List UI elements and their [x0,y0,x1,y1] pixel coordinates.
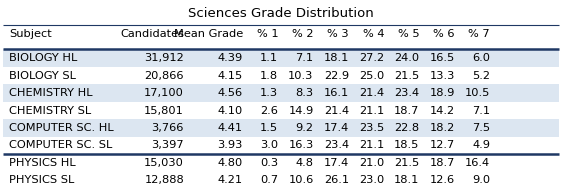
Text: Mean Grade: Mean Grade [174,29,243,39]
Text: 21.4: 21.4 [359,88,384,98]
Text: 18.1: 18.1 [324,53,349,63]
Text: 10.5: 10.5 [465,88,490,98]
Text: 26.1: 26.1 [324,175,349,185]
Text: 21.1: 21.1 [359,140,384,151]
Text: BIOLOGY HL: BIOLOGY HL [9,53,78,63]
Text: Candidates: Candidates [120,29,184,39]
Text: 15,801: 15,801 [144,105,184,116]
Text: % 2: % 2 [292,29,314,39]
Text: 3.93: 3.93 [217,140,243,151]
Text: 4.15: 4.15 [217,71,243,81]
Text: 23.5: 23.5 [359,123,384,133]
Bar [3,102,559,119]
Text: 18.9: 18.9 [429,88,455,98]
Text: 9.2: 9.2 [296,123,314,133]
Text: 4.80: 4.80 [217,158,243,168]
Text: 4.56: 4.56 [217,88,243,98]
Text: % 4: % 4 [362,29,384,39]
Text: 4.39: 4.39 [217,53,243,63]
Text: 25.0: 25.0 [359,71,384,81]
Text: 18.1: 18.1 [394,175,419,185]
Text: 5.2: 5.2 [472,71,490,81]
Text: 21.1: 21.1 [359,105,384,116]
Bar [3,137,559,154]
Text: % 7: % 7 [469,29,490,39]
Text: 3,766: 3,766 [152,123,184,133]
Text: 15,030: 15,030 [144,158,184,168]
Text: CHEMISTRY SL: CHEMISTRY SL [9,105,91,116]
Text: 7.5: 7.5 [472,123,490,133]
Text: 9.0: 9.0 [472,175,490,185]
Text: 23.4: 23.4 [324,140,349,151]
Bar [3,67,559,84]
Text: 6.0: 6.0 [472,53,490,63]
Text: % 6: % 6 [433,29,455,39]
Text: 10.3: 10.3 [288,71,314,81]
Text: BIOLOGY SL: BIOLOGY SL [9,71,76,81]
Text: PHYSICS SL: PHYSICS SL [9,175,74,185]
Text: 14.2: 14.2 [430,105,455,116]
Text: 21.5: 21.5 [394,71,419,81]
Text: Sciences Grade Distribution: Sciences Grade Distribution [188,7,374,20]
Text: 3.0: 3.0 [260,140,278,151]
Text: 12.7: 12.7 [429,140,455,151]
Text: 7.1: 7.1 [472,105,490,116]
Text: 18.7: 18.7 [394,105,419,116]
Text: % 1: % 1 [257,29,278,39]
Text: 7.1: 7.1 [296,53,314,63]
Text: 16.5: 16.5 [429,53,455,63]
Text: 24.0: 24.0 [395,53,419,63]
Text: COMPUTER SC. SL: COMPUTER SC. SL [9,140,112,151]
Text: 18.7: 18.7 [429,158,455,168]
Text: 1.5: 1.5 [260,123,278,133]
Text: 4.8: 4.8 [296,158,314,168]
Text: 3,397: 3,397 [151,140,184,151]
Text: 31,912: 31,912 [144,53,184,63]
Text: 18.2: 18.2 [429,123,455,133]
Text: COMPUTER SC. HL: COMPUTER SC. HL [9,123,114,133]
Text: PHYSICS HL: PHYSICS HL [9,158,76,168]
Text: 1.1: 1.1 [260,53,278,63]
Text: % 3: % 3 [327,29,349,39]
Text: 20,866: 20,866 [144,71,184,81]
Text: 4.21: 4.21 [217,175,243,185]
Text: 1.3: 1.3 [260,88,278,98]
Text: Subject: Subject [9,29,52,39]
Bar [3,49,559,67]
Text: 14.9: 14.9 [288,105,314,116]
Text: 12,888: 12,888 [144,175,184,185]
Text: 17.4: 17.4 [324,158,349,168]
Text: CHEMISTRY HL: CHEMISTRY HL [9,88,93,98]
Text: 21.4: 21.4 [324,105,349,116]
Bar [3,154,559,172]
Bar [3,119,559,137]
Text: 16.1: 16.1 [324,88,349,98]
Text: % 5: % 5 [398,29,419,39]
Text: 1.8: 1.8 [260,71,278,81]
Text: 16.3: 16.3 [288,140,314,151]
Text: 18.5: 18.5 [394,140,419,151]
Text: 21.0: 21.0 [359,158,384,168]
Text: 17,100: 17,100 [144,88,184,98]
Text: 4.9: 4.9 [472,140,490,151]
Text: 12.6: 12.6 [430,175,455,185]
Text: 10.6: 10.6 [288,175,314,185]
Text: 4.41: 4.41 [217,123,243,133]
Text: 23.0: 23.0 [359,175,384,185]
Text: 17.4: 17.4 [324,123,349,133]
Bar [3,84,559,102]
Text: 16.4: 16.4 [465,158,490,168]
Text: 0.3: 0.3 [260,158,278,168]
Text: 2.6: 2.6 [260,105,278,116]
Text: 21.5: 21.5 [394,158,419,168]
Text: 27.2: 27.2 [359,53,384,63]
Text: 23.4: 23.4 [395,88,419,98]
Text: 8.3: 8.3 [296,88,314,98]
Text: 4.10: 4.10 [217,105,243,116]
Text: 22.8: 22.8 [395,123,419,133]
Text: 13.3: 13.3 [429,71,455,81]
Text: 0.7: 0.7 [260,175,278,185]
Bar [3,172,559,187]
Text: 22.9: 22.9 [324,71,349,81]
